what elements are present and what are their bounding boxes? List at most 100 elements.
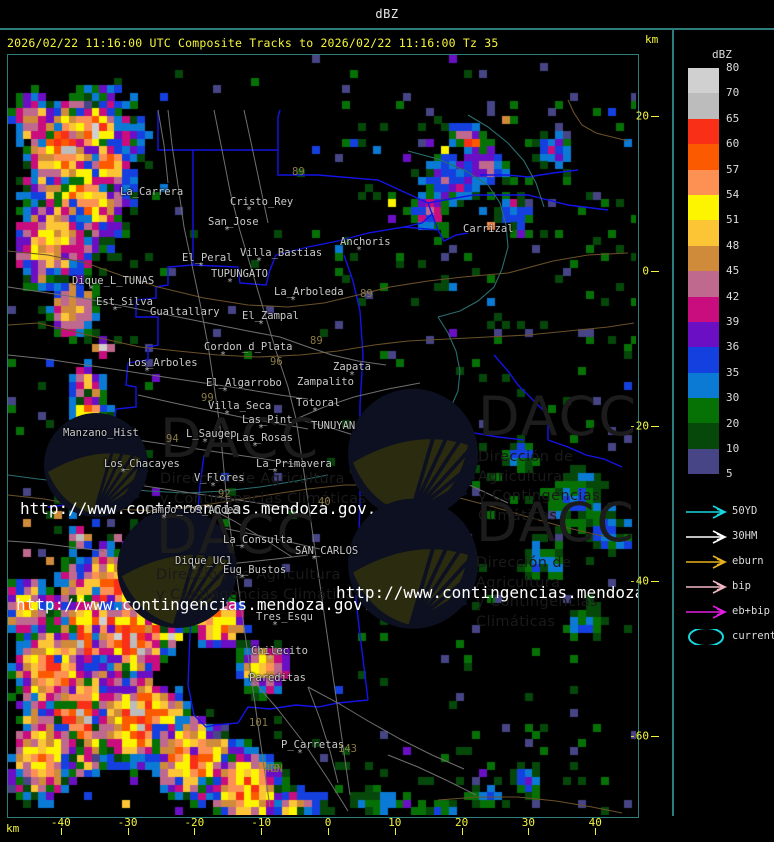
color-scale-label: 42 xyxy=(726,289,740,303)
arrow-icon xyxy=(686,605,728,620)
color-scale-label: 45 xyxy=(726,264,740,278)
road-line xyxy=(387,754,477,796)
y-tick xyxy=(651,426,659,428)
radar-map-panel[interactable]: DACC Dirección de Agricultura y Contingenc… xyxy=(7,54,639,818)
department-boundary xyxy=(420,426,525,441)
road-number-label: 40 xyxy=(267,763,280,775)
department-boundary xyxy=(47,359,149,508)
x-tick xyxy=(394,828,396,835)
color-scale-label: 48 xyxy=(726,238,740,252)
color-swatch xyxy=(688,372,719,399)
color-scale-label: 51 xyxy=(726,213,740,227)
road-line xyxy=(8,354,309,400)
x-tick-label: 0 xyxy=(324,816,332,829)
map-vector-layer xyxy=(8,99,635,814)
color-scale-label: 36 xyxy=(726,340,740,354)
road-line xyxy=(157,109,169,184)
color-bar xyxy=(688,68,719,475)
x-axis-unit: km xyxy=(6,822,20,835)
arrow-icon xyxy=(686,530,728,545)
road-line xyxy=(177,520,321,550)
color-swatch xyxy=(688,448,719,475)
river-line xyxy=(8,250,629,308)
x-tick xyxy=(261,828,263,835)
road-number-label: 92 xyxy=(218,488,231,500)
x-tick-label: -20 xyxy=(184,816,205,829)
x-tick xyxy=(595,828,597,835)
color-swatch xyxy=(688,271,719,297)
watercourse-line xyxy=(407,150,509,318)
legend-panel: dBZ 80 70 65 60 57 54 51 48 45 42 39 36 35 30 20 10 5 50… xyxy=(672,30,774,816)
x-tick-label: 20 xyxy=(454,816,469,829)
department-boundary xyxy=(547,439,623,468)
road-line xyxy=(8,540,105,552)
road-number-label: 40 xyxy=(318,496,331,508)
river-line xyxy=(437,796,623,814)
y-tick-label: -40 xyxy=(629,574,649,588)
road-line xyxy=(167,109,271,808)
river-line xyxy=(8,322,635,358)
track-legend-label: eb+bip xyxy=(732,605,770,618)
km-unit-top: km xyxy=(645,33,659,46)
road-number-label: 99 xyxy=(201,392,214,404)
color-swatch xyxy=(688,93,719,119)
x-tick-label: -10 xyxy=(251,816,272,829)
road-line xyxy=(295,382,421,420)
y-tick xyxy=(651,581,659,583)
y-tick xyxy=(651,736,659,738)
x-tick-label: -30 xyxy=(117,816,138,829)
arrow-icon xyxy=(686,555,728,570)
x-tick-label: -40 xyxy=(50,816,71,829)
road-number-label: 89 xyxy=(360,288,373,300)
road-number-label: 40N xyxy=(264,763,283,775)
x-tick-label: 40 xyxy=(588,816,602,829)
department-boundary xyxy=(403,212,434,228)
department-boundary xyxy=(527,394,549,440)
color-scale-label: 70 xyxy=(726,86,740,100)
color-swatch xyxy=(688,68,719,94)
y-tick-label: 20 xyxy=(635,109,649,123)
track-legend-item: eb+bip xyxy=(682,602,774,624)
color-swatch xyxy=(688,423,719,449)
track-legend-item: current xyxy=(682,627,774,649)
road-number-label: 89 xyxy=(292,166,305,178)
department-boundary xyxy=(427,202,469,242)
department-boundary xyxy=(192,226,439,286)
y-tick-label: -60 xyxy=(629,729,649,743)
header-strip: 2026/02/22 11:16:00 UTC Composite Tracks… xyxy=(0,30,666,56)
color-swatch xyxy=(688,169,719,195)
road-line xyxy=(213,109,297,420)
arrow-icon xyxy=(686,505,728,520)
road-number-label: 96 xyxy=(270,356,283,368)
track-legend-item: 50YD xyxy=(682,502,774,524)
road-line xyxy=(203,504,293,558)
color-swatch xyxy=(688,296,719,322)
legend-title: dBZ xyxy=(712,48,732,61)
x-tick-label: 30 xyxy=(521,816,536,829)
color-swatch xyxy=(688,321,719,348)
arrow-icon xyxy=(686,580,728,595)
watercourse-line xyxy=(467,114,545,208)
department-boundary xyxy=(135,150,194,360)
color-scale-label: 65 xyxy=(726,111,740,125)
y-axis: 20 0 -20 -40 -60 xyxy=(629,54,669,816)
color-scale-label: 80 xyxy=(726,61,740,74)
road-number-label: 101 xyxy=(249,717,268,729)
x-tick xyxy=(60,828,62,835)
x-tick-label: 10 xyxy=(388,816,402,829)
road-line xyxy=(419,460,509,504)
color-scale-label: 10 xyxy=(726,442,740,455)
x-tick xyxy=(528,828,530,835)
department-boundary xyxy=(343,254,369,701)
color-swatch xyxy=(688,398,719,424)
color-scale-label: 60 xyxy=(726,137,740,151)
color-swatch xyxy=(688,245,719,272)
x-tick xyxy=(194,828,196,835)
color-swatch xyxy=(688,144,719,170)
watercourse-line xyxy=(437,316,461,424)
track-legend-item: 30HM xyxy=(682,527,774,549)
river-line xyxy=(8,484,629,542)
color-scale-label: 54 xyxy=(726,188,740,201)
color-scale-label: 5 xyxy=(726,467,733,481)
timestamp-label: 2026/02/22 11:16:00 UTC Composite Tracks… xyxy=(7,36,499,50)
